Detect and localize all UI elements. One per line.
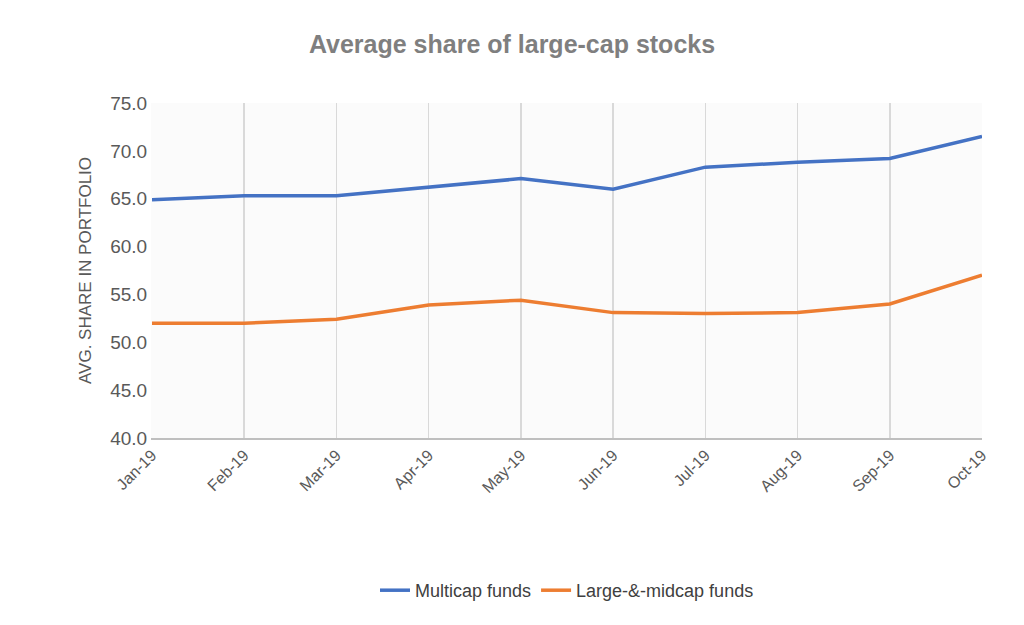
svg-text:40.0: 40.0 xyxy=(110,428,147,449)
svg-text:Sep-19: Sep-19 xyxy=(849,446,898,495)
svg-text:Apr-19: Apr-19 xyxy=(390,446,436,492)
svg-text:Multicap funds: Multicap funds xyxy=(415,581,531,601)
svg-text:65.0: 65.0 xyxy=(110,188,147,209)
svg-text:60.0: 60.0 xyxy=(110,236,147,257)
svg-text:70.0: 70.0 xyxy=(110,141,147,162)
svg-text:Jan-19: Jan-19 xyxy=(113,446,160,493)
svg-text:50.0: 50.0 xyxy=(110,332,147,353)
svg-text:Feb-19: Feb-19 xyxy=(204,446,252,494)
svg-text:Aug-19: Aug-19 xyxy=(757,446,806,495)
svg-text:May-19: May-19 xyxy=(479,446,529,496)
svg-text:Large-&-midcap funds: Large-&-midcap funds xyxy=(576,581,753,601)
svg-text:Average share of large-cap sto: Average share of large-cap stocks xyxy=(309,30,715,58)
svg-text:55.0: 55.0 xyxy=(110,284,147,305)
svg-text:45.0: 45.0 xyxy=(110,380,147,401)
svg-text:Mar-19: Mar-19 xyxy=(296,446,344,494)
svg-text:Jul-19: Jul-19 xyxy=(670,446,713,489)
svg-text:Oct-19: Oct-19 xyxy=(944,446,990,492)
svg-text:AVG. SHARE IN PORTFOLIO: AVG. SHARE IN PORTFOLIO xyxy=(76,157,95,384)
svg-text:Jun-19: Jun-19 xyxy=(574,446,621,493)
svg-text:75.0: 75.0 xyxy=(110,93,147,114)
